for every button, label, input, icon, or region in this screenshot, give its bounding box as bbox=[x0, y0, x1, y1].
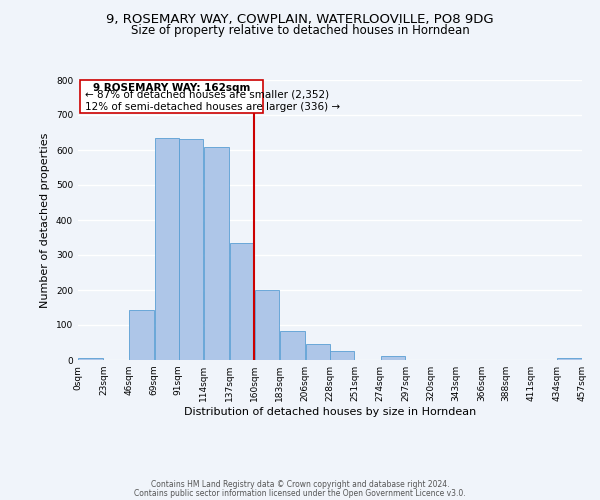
Text: Contains HM Land Registry data © Crown copyright and database right 2024.: Contains HM Land Registry data © Crown c… bbox=[151, 480, 449, 489]
Text: 12% of semi-detached houses are larger (336) →: 12% of semi-detached houses are larger (… bbox=[85, 102, 340, 112]
Bar bbox=[280, 331, 305, 360]
FancyBboxPatch shape bbox=[80, 80, 263, 114]
Y-axis label: Number of detached properties: Number of detached properties bbox=[40, 132, 50, 308]
Bar bbox=[79, 358, 103, 360]
Bar bbox=[179, 139, 203, 360]
Bar bbox=[129, 310, 154, 360]
Text: ← 87% of detached houses are smaller (2,352): ← 87% of detached houses are smaller (2,… bbox=[85, 90, 329, 100]
Text: 9, ROSEMARY WAY, COWPLAIN, WATERLOOVILLE, PO8 9DG: 9, ROSEMARY WAY, COWPLAIN, WATERLOOVILLE… bbox=[106, 12, 494, 26]
Bar bbox=[305, 344, 330, 360]
Bar bbox=[230, 244, 254, 360]
Bar bbox=[330, 350, 355, 360]
Bar bbox=[380, 356, 405, 360]
X-axis label: Distribution of detached houses by size in Horndean: Distribution of detached houses by size … bbox=[184, 407, 476, 417]
Text: 9 ROSEMARY WAY: 162sqm: 9 ROSEMARY WAY: 162sqm bbox=[93, 83, 250, 93]
Bar bbox=[204, 147, 229, 360]
Text: Contains public sector information licensed under the Open Government Licence v3: Contains public sector information licen… bbox=[134, 488, 466, 498]
Bar bbox=[155, 138, 179, 360]
Bar bbox=[557, 358, 581, 360]
Bar bbox=[255, 290, 280, 360]
Text: Size of property relative to detached houses in Horndean: Size of property relative to detached ho… bbox=[131, 24, 469, 37]
